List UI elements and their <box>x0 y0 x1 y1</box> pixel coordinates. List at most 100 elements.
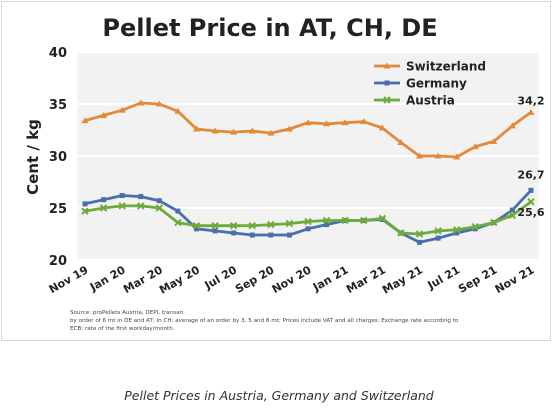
x-tick-label: Nov 20 <box>270 263 314 296</box>
data-point <box>119 193 125 199</box>
data-point <box>138 194 144 200</box>
x-tick-label: Jan 21 <box>310 263 351 294</box>
data-point <box>508 211 517 219</box>
x-tick-label: Jan 20 <box>87 263 128 294</box>
data-point <box>285 125 293 132</box>
y-tick-label: 25 <box>49 202 67 217</box>
data-point <box>248 221 256 230</box>
x-tick-label: Jul 21 <box>425 263 463 292</box>
data-point <box>378 214 387 223</box>
data-point <box>383 96 391 104</box>
data-point <box>82 201 88 207</box>
data-point <box>434 152 442 159</box>
data-point <box>137 202 145 210</box>
data-point <box>285 219 294 228</box>
data-point <box>360 216 368 225</box>
y-tick-label: 20 <box>49 254 67 269</box>
data-point <box>417 239 422 245</box>
data-label: 26,7 <box>517 168 544 181</box>
data-point <box>454 230 460 236</box>
data-point <box>249 232 255 238</box>
data-point <box>471 223 479 231</box>
data-point <box>341 216 349 225</box>
data-point <box>509 207 515 213</box>
data-point <box>527 198 535 206</box>
data-point <box>324 222 330 228</box>
y-tick-label: 40 <box>49 46 67 61</box>
data-point <box>286 232 292 238</box>
data-point <box>304 217 312 226</box>
data-point <box>508 122 516 129</box>
data-point <box>194 226 199 232</box>
data-point <box>100 111 108 118</box>
x-tick-label: Sep 21 <box>456 263 499 295</box>
chart-title: Pellet Price in AT, CH, DE <box>102 14 437 42</box>
data-point <box>174 107 182 114</box>
pellet-price-chart: Pellet Price in AT, CH, DE 20 25 30 35 40 Nov… <box>24 14 545 332</box>
data-point <box>453 153 461 160</box>
data-point <box>231 230 237 236</box>
figure-caption: Pellet Prices in Austria, Germany and Sw… <box>124 388 434 403</box>
series-switzerland: 34,2 <box>81 94 545 160</box>
x-tick-label: Nov 21 <box>493 263 537 296</box>
data-point <box>397 229 405 237</box>
data-point <box>211 127 219 134</box>
data-point <box>305 226 311 232</box>
x-tick-label: Mar 20 <box>121 263 165 296</box>
data-point <box>323 120 331 127</box>
data-point <box>527 108 535 115</box>
source-line: by order of 6 mt in DE and AT; in CH: av… <box>70 318 459 324</box>
x-tick-label: May 20 <box>157 263 202 297</box>
data-point <box>384 80 390 86</box>
data-point <box>452 226 461 234</box>
data-point <box>267 129 275 136</box>
data-point <box>341 119 349 126</box>
x-tick-label: Jul 20 <box>202 263 240 292</box>
data-point <box>397 138 405 145</box>
data-point <box>268 232 274 238</box>
data-point <box>155 100 163 107</box>
data-point <box>229 221 238 230</box>
data-point <box>383 62 391 69</box>
data-point <box>378 124 386 131</box>
data-point <box>175 208 181 214</box>
data-point <box>435 235 441 241</box>
source-note: Source: proPellets Austria, DEPI, transa… <box>70 310 459 332</box>
series-austria: 25,6 <box>81 198 545 238</box>
data-point <box>81 117 89 124</box>
source-line: Source: proPellets Austria, DEPI, transa… <box>70 310 185 316</box>
data-point <box>137 99 145 106</box>
data-point <box>415 230 424 238</box>
x-tick-label: May 21 <box>380 263 425 296</box>
legend-item: Switzerland <box>374 60 486 74</box>
data-point <box>174 218 182 227</box>
data-point <box>472 226 478 232</box>
legend-item: Germany <box>374 77 467 91</box>
y-tick-label: 35 <box>49 98 67 113</box>
source-line: ECB; rate of the first workday/month. <box>70 326 175 332</box>
legend-label: Austria <box>406 94 455 108</box>
legend-label: Germany <box>406 77 467 91</box>
data-point <box>156 198 162 204</box>
y-tick-label: 30 <box>49 150 67 165</box>
x-tick-label: Mar 21 <box>344 263 388 296</box>
data-point <box>101 197 107 203</box>
data-point <box>471 143 479 150</box>
data-point <box>193 125 200 132</box>
data-point <box>528 187 534 193</box>
data-point <box>416 152 423 159</box>
series-lines: 34,2 26,7 25,6 <box>81 94 545 245</box>
legend-label: Switzerland <box>406 60 486 74</box>
legend: Switzerland Germany Austria <box>374 60 486 108</box>
data-point <box>490 137 498 144</box>
data-point <box>230 128 238 135</box>
data-point <box>248 127 256 134</box>
y-axis-label: Cent / kg <box>24 119 42 195</box>
data-point <box>81 207 89 215</box>
x-tick-label: Sep 20 <box>233 263 277 296</box>
legend-item: Austria <box>374 94 455 108</box>
data-point <box>212 228 218 234</box>
data-point <box>118 202 126 210</box>
data-point <box>434 227 442 235</box>
chart-card: Pellet Price in AT, CH, DE 20 25 30 35 40 Nov… <box>1 1 551 341</box>
